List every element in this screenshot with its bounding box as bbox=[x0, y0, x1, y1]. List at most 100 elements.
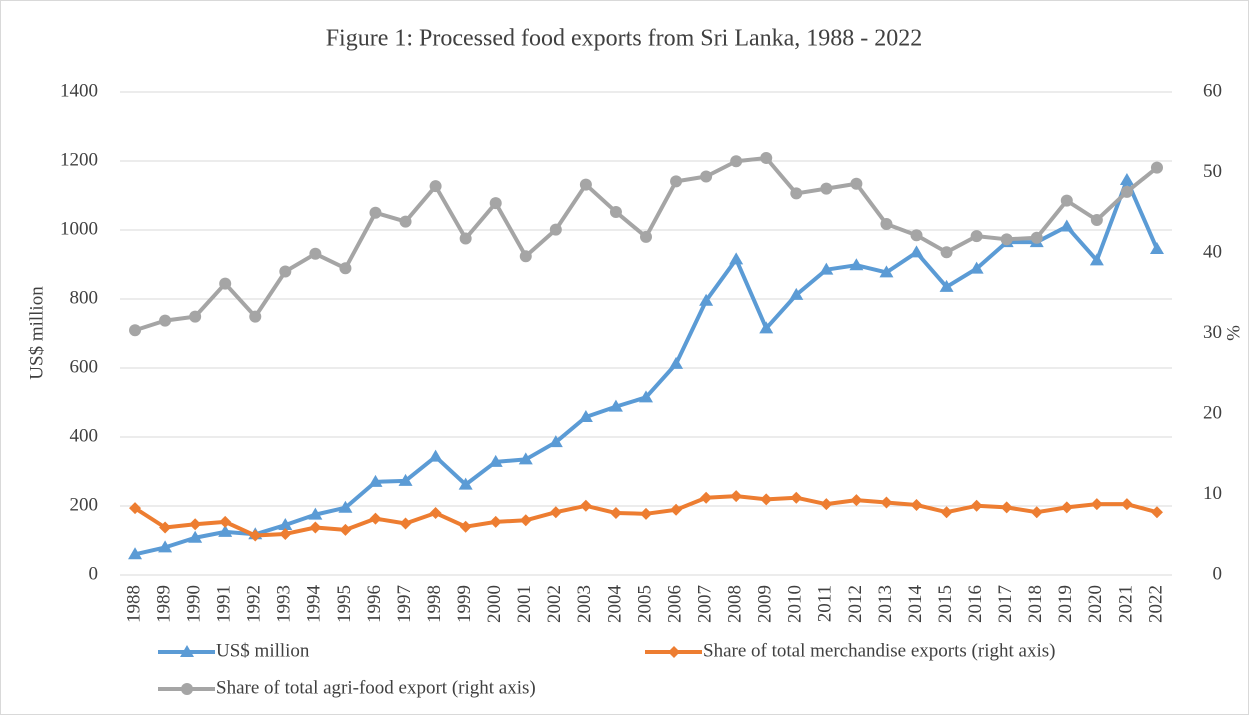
data-point bbox=[398, 473, 413, 486]
data-point bbox=[970, 230, 983, 243]
legend-marker bbox=[180, 645, 194, 657]
x-tick-label: 2016 bbox=[965, 585, 986, 623]
data-point bbox=[609, 205, 622, 218]
data-point bbox=[339, 262, 352, 275]
data-point bbox=[669, 356, 684, 369]
x-tick-label: 1989 bbox=[153, 585, 174, 623]
y2-tick-label: 40 bbox=[1203, 241, 1222, 262]
data-point bbox=[789, 287, 804, 300]
data-point bbox=[369, 206, 382, 219]
data-point bbox=[850, 494, 863, 507]
x-tick-label: 2006 bbox=[664, 585, 685, 623]
x-tick-label: 2007 bbox=[694, 585, 715, 623]
data-point bbox=[670, 175, 683, 188]
data-point bbox=[1030, 506, 1043, 519]
data-point bbox=[129, 502, 142, 515]
x-tick-label: 2021 bbox=[1115, 585, 1136, 623]
x-tick-label: 2005 bbox=[634, 585, 655, 623]
x-tick-label: 2013 bbox=[875, 585, 896, 623]
legend-label: Share of total agri-food export (right a… bbox=[216, 677, 536, 698]
data-point bbox=[189, 310, 202, 323]
data-point bbox=[399, 517, 412, 530]
data-point bbox=[609, 507, 622, 520]
x-tick-label: 2002 bbox=[544, 585, 565, 623]
x-tick-label: 2019 bbox=[1055, 585, 1076, 623]
x-tick-label: 2010 bbox=[785, 585, 806, 623]
data-point bbox=[1090, 213, 1103, 226]
data-point bbox=[519, 514, 532, 527]
data-point bbox=[368, 474, 383, 487]
data-point bbox=[850, 177, 863, 190]
data-point bbox=[639, 390, 653, 403]
data-point bbox=[489, 515, 502, 528]
y2-axis-label: % bbox=[1223, 325, 1244, 341]
data-point bbox=[278, 517, 293, 530]
y2-tick-label: 50 bbox=[1203, 161, 1222, 182]
y-tick-label: 0 bbox=[89, 563, 99, 584]
x-tick-label: 2020 bbox=[1085, 585, 1106, 623]
data-point bbox=[880, 218, 893, 231]
x-tick-label: 1996 bbox=[364, 585, 385, 623]
x-tick-label: 1991 bbox=[214, 585, 235, 623]
data-point bbox=[459, 232, 472, 245]
data-point bbox=[338, 500, 353, 513]
y-tick-label: 1000 bbox=[60, 218, 98, 239]
x-tick-label: 1992 bbox=[244, 585, 265, 623]
data-point bbox=[159, 314, 172, 327]
x-tick-label: 1998 bbox=[424, 585, 445, 623]
y2-tick-label: 20 bbox=[1203, 402, 1222, 423]
data-point bbox=[910, 229, 923, 242]
data-point bbox=[939, 279, 954, 292]
data-point bbox=[670, 503, 683, 516]
y-tick-label: 400 bbox=[70, 425, 99, 446]
data-point bbox=[579, 499, 592, 512]
data-point bbox=[548, 435, 563, 448]
data-point bbox=[759, 321, 774, 334]
data-point bbox=[969, 261, 984, 274]
data-point bbox=[308, 507, 323, 520]
data-point bbox=[518, 452, 533, 465]
x-tick-label: 2003 bbox=[574, 585, 595, 623]
data-point bbox=[640, 230, 652, 243]
data-point bbox=[1149, 241, 1164, 254]
data-point bbox=[700, 170, 713, 183]
data-point bbox=[1150, 506, 1163, 519]
data-point bbox=[219, 515, 232, 528]
y2-tick-label: 60 bbox=[1203, 80, 1222, 101]
legend-label: US$ million bbox=[216, 640, 310, 661]
data-point bbox=[699, 293, 714, 306]
x-tick-label: 1988 bbox=[123, 585, 144, 623]
y-tick-label: 800 bbox=[70, 287, 99, 308]
x-tick-label: 2022 bbox=[1145, 585, 1166, 623]
data-point bbox=[1000, 501, 1013, 514]
data-point bbox=[730, 155, 743, 168]
data-point bbox=[608, 399, 623, 412]
data-point bbox=[429, 180, 442, 193]
y-tick-label: 1400 bbox=[60, 80, 98, 101]
legend-label: Share of total merchandise exports (righ… bbox=[703, 640, 1055, 661]
data-point bbox=[1060, 194, 1073, 207]
x-tick-label: 2012 bbox=[845, 585, 866, 623]
y-tick-label: 1200 bbox=[60, 149, 98, 170]
data-point bbox=[429, 507, 442, 520]
data-point bbox=[820, 498, 833, 511]
data-point bbox=[488, 454, 503, 467]
data-point bbox=[128, 547, 143, 560]
data-point bbox=[1089, 253, 1104, 266]
x-tick-label: 2009 bbox=[755, 585, 776, 623]
data-point bbox=[218, 524, 233, 537]
chart-title: Figure 1: Processed food exports from Sr… bbox=[326, 26, 923, 52]
data-point bbox=[549, 223, 562, 236]
x-tick-label: 2015 bbox=[935, 585, 956, 623]
x-tick-label: 2017 bbox=[995, 585, 1016, 623]
data-point bbox=[760, 493, 773, 506]
data-point bbox=[369, 512, 382, 525]
data-point bbox=[339, 523, 352, 536]
legend-marker bbox=[181, 683, 193, 695]
data-point bbox=[730, 490, 743, 503]
data-point bbox=[790, 187, 803, 200]
x-tick-label: 2014 bbox=[905, 585, 926, 624]
data-point bbox=[1150, 161, 1163, 174]
x-tick-label: 1994 bbox=[304, 585, 325, 624]
